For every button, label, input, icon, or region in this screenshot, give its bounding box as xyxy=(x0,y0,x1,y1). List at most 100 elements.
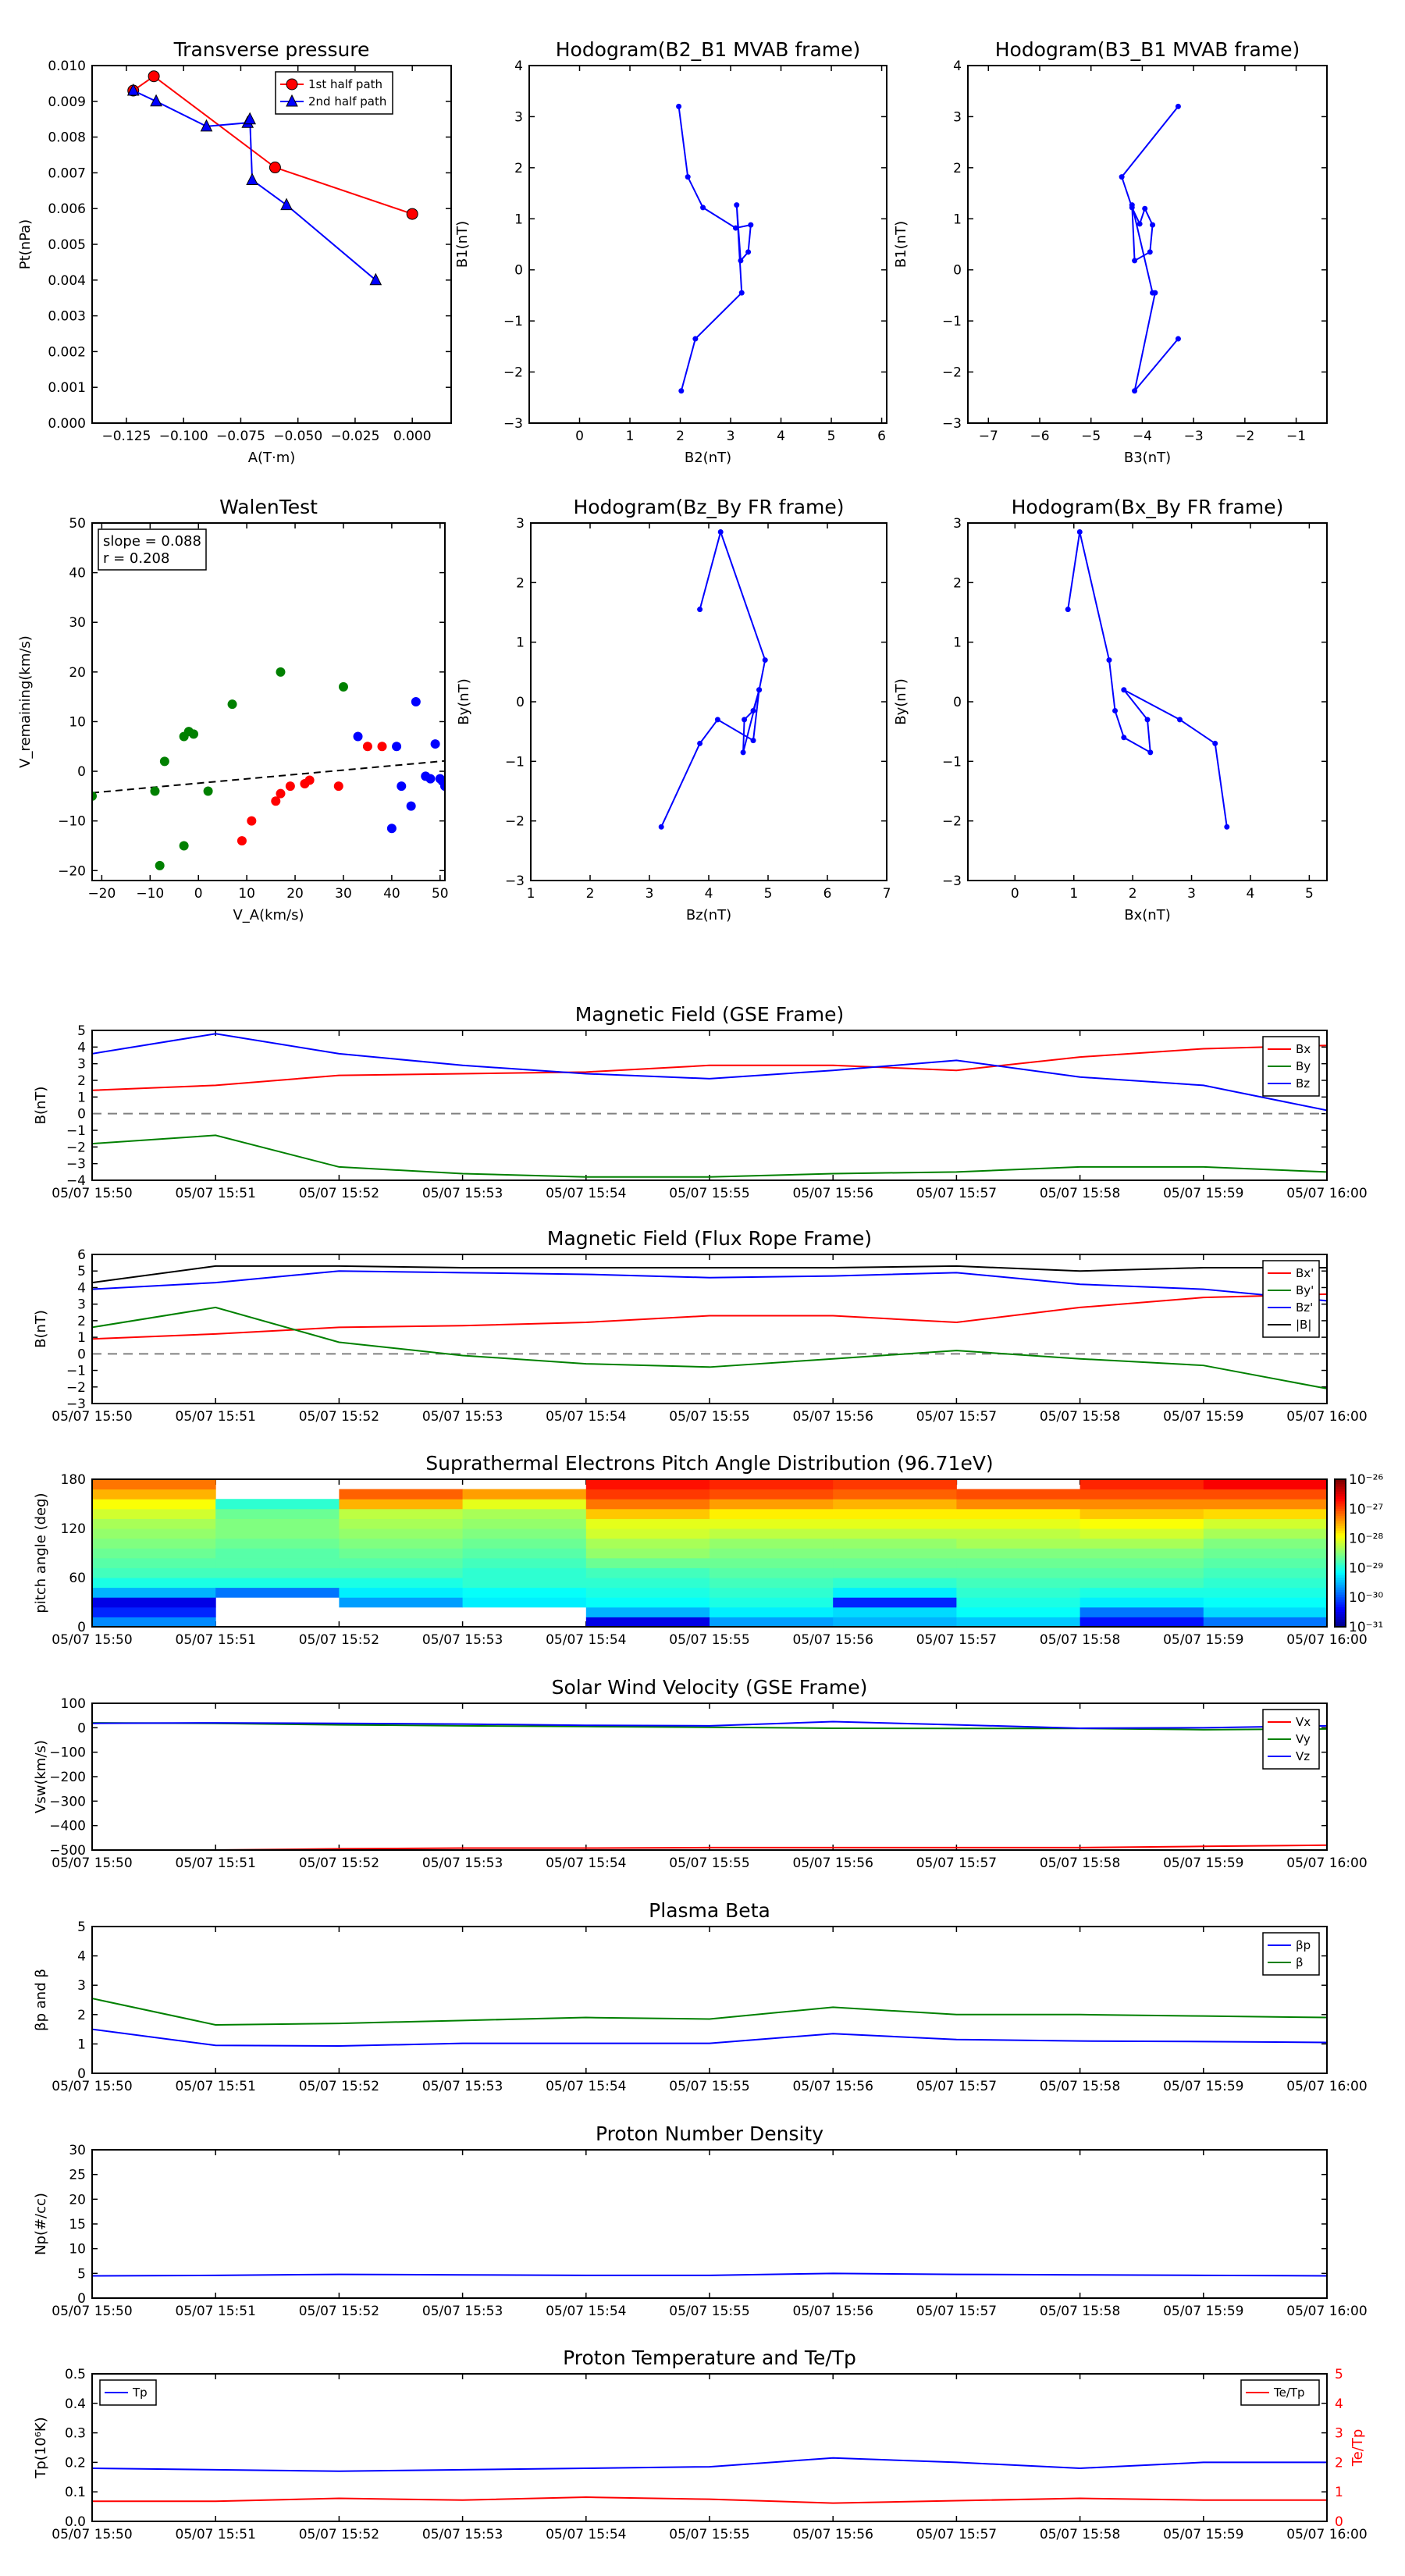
panel-title: Hodogram(B3_B1 MVAB frame) xyxy=(995,38,1300,61)
panel-np: Proton Number Density 0 5 10 15 20 25 30 05/07 1… xyxy=(33,2122,1368,2319)
x-tick-label: 05/07 15:50 xyxy=(52,2079,132,2094)
y-tick-label: 3 xyxy=(514,109,523,125)
data-point xyxy=(244,112,256,125)
data-point xyxy=(732,225,738,231)
y-tick-label: −2 xyxy=(942,365,962,381)
colorbar-step xyxy=(1335,1518,1346,1522)
series-line xyxy=(133,90,376,281)
y-tick-label: 20 xyxy=(69,2192,86,2208)
y-axis-label: B(nT) xyxy=(33,1310,49,1348)
y-tick-label: 0 xyxy=(953,263,962,279)
x-tick-label: 05/07 15:59 xyxy=(1163,2304,1243,2319)
x-tick-label: 05/07 15:59 xyxy=(1163,1409,1243,1425)
x-tick-label: 05/07 15:57 xyxy=(916,1632,997,1648)
colorbar-step xyxy=(1335,1499,1346,1502)
x-tick-label: 05/07 16:00 xyxy=(1286,1186,1367,1201)
plot-frame xyxy=(91,2373,1328,2522)
x-tick-label: 1 xyxy=(626,429,635,444)
data-point xyxy=(280,197,293,211)
heatmap-cell xyxy=(92,1548,216,1559)
data-point xyxy=(762,657,768,664)
data-point xyxy=(692,336,699,342)
colorbar-step xyxy=(1335,1592,1346,1596)
heatmap-cell xyxy=(462,1538,587,1549)
colorbar-step xyxy=(1335,1560,1346,1564)
heatmap-cell xyxy=(585,1499,710,1510)
legend-label: Vz xyxy=(1296,1749,1310,1763)
plot-area xyxy=(658,528,768,830)
data-point xyxy=(406,208,418,220)
colorbar-step xyxy=(1335,1585,1346,1589)
heatmap-cell xyxy=(215,1518,340,1529)
data-point xyxy=(440,781,445,792)
x-tick-label: 05/07 15:58 xyxy=(1040,2304,1120,2319)
colorbar-step xyxy=(1335,1597,1346,1600)
y-tick-label: −3 xyxy=(505,873,525,889)
y-tick-label: 1 xyxy=(953,212,962,227)
heatmap-cell xyxy=(1203,1538,1327,1549)
series-line xyxy=(92,1265,1327,1284)
x-tick-label: 05/07 15:52 xyxy=(299,2527,379,2542)
data-point xyxy=(203,786,213,796)
data-point xyxy=(362,742,372,752)
heatmap-cell xyxy=(956,1597,1081,1608)
data-point xyxy=(1212,740,1218,746)
plot-area xyxy=(92,1479,1327,1627)
heatmap-cell xyxy=(710,1567,834,1578)
y2-axis-label: Te/Tp xyxy=(1350,2429,1366,2467)
heatmap-cell xyxy=(833,1548,957,1559)
x-tick-label: 05/07 15:56 xyxy=(793,1186,873,1201)
heatmap-cell xyxy=(339,1557,464,1568)
legend-box xyxy=(275,71,393,115)
colorbar-step xyxy=(1335,1501,1346,1505)
y-tick-label: −2 xyxy=(505,814,525,830)
data-point xyxy=(745,249,752,255)
series-line xyxy=(1121,105,1179,392)
x-tick-label: 05/07 15:52 xyxy=(299,1632,379,1648)
x-tick-label: 05/07 15:53 xyxy=(422,2527,503,2542)
x-tick-label: 3 xyxy=(1187,886,1196,902)
series-line xyxy=(92,1270,1327,1302)
data-point xyxy=(304,775,315,785)
colorbar: 10⁻²⁶ 10⁻²⁷ 10⁻²⁸ 10⁻²⁹ 10⁻³⁰ 10⁻³¹ xyxy=(1334,1472,1383,1635)
data-point xyxy=(126,83,140,96)
colorbar-step xyxy=(1335,1550,1346,1554)
data-point xyxy=(697,740,703,746)
y-tick-label: −2 xyxy=(66,1380,86,1396)
colorbar-step xyxy=(1335,1609,1346,1613)
x-axis-label: Bz(nT) xyxy=(686,907,731,923)
heatmap-cell xyxy=(1080,1548,1204,1559)
legend-right: Te/Tp xyxy=(1240,2379,1320,2406)
colorbar-step xyxy=(1335,1606,1346,1610)
colorbar-step xyxy=(1335,1486,1346,1490)
panel-title: Hodogram(Bz_By FR frame) xyxy=(573,496,844,518)
colorbar-step xyxy=(1335,1523,1346,1527)
data-point xyxy=(333,781,343,792)
x-tick-label: 05/07 15:50 xyxy=(52,2527,132,2542)
colorbar-step xyxy=(1335,1506,1346,1510)
x-tick-label: 05/07 15:54 xyxy=(546,2527,626,2542)
colorbar-step xyxy=(1335,1580,1346,1583)
y-tick-label: 0.009 xyxy=(48,94,86,110)
data-point xyxy=(1119,174,1125,180)
plot-frame xyxy=(91,1926,1328,2074)
data-point xyxy=(150,786,160,796)
data-point xyxy=(1176,717,1183,723)
x-tick-label: 05/07 15:56 xyxy=(793,1409,873,1425)
plot-frame xyxy=(91,65,452,424)
x-tick-label: 10 xyxy=(238,886,255,902)
heatmap-cell xyxy=(215,1499,340,1510)
heatmap-cell xyxy=(585,1508,710,1519)
legend-label: Bz' xyxy=(1296,1300,1313,1315)
colorbar-step xyxy=(1335,1489,1346,1493)
x-tick-label: 6 xyxy=(877,429,886,444)
colorbar-step xyxy=(1335,1484,1346,1488)
y-tick-label: 30 xyxy=(69,615,86,631)
data-point xyxy=(734,202,740,208)
heatmap-cell xyxy=(1203,1606,1327,1617)
x-axis-label: Bx(nT) xyxy=(1124,907,1170,923)
x-tick-label: 4 xyxy=(705,886,713,902)
data-point xyxy=(338,681,348,692)
heatmap-cell xyxy=(956,1587,1081,1598)
x-tick-label: −0.025 xyxy=(330,429,379,444)
